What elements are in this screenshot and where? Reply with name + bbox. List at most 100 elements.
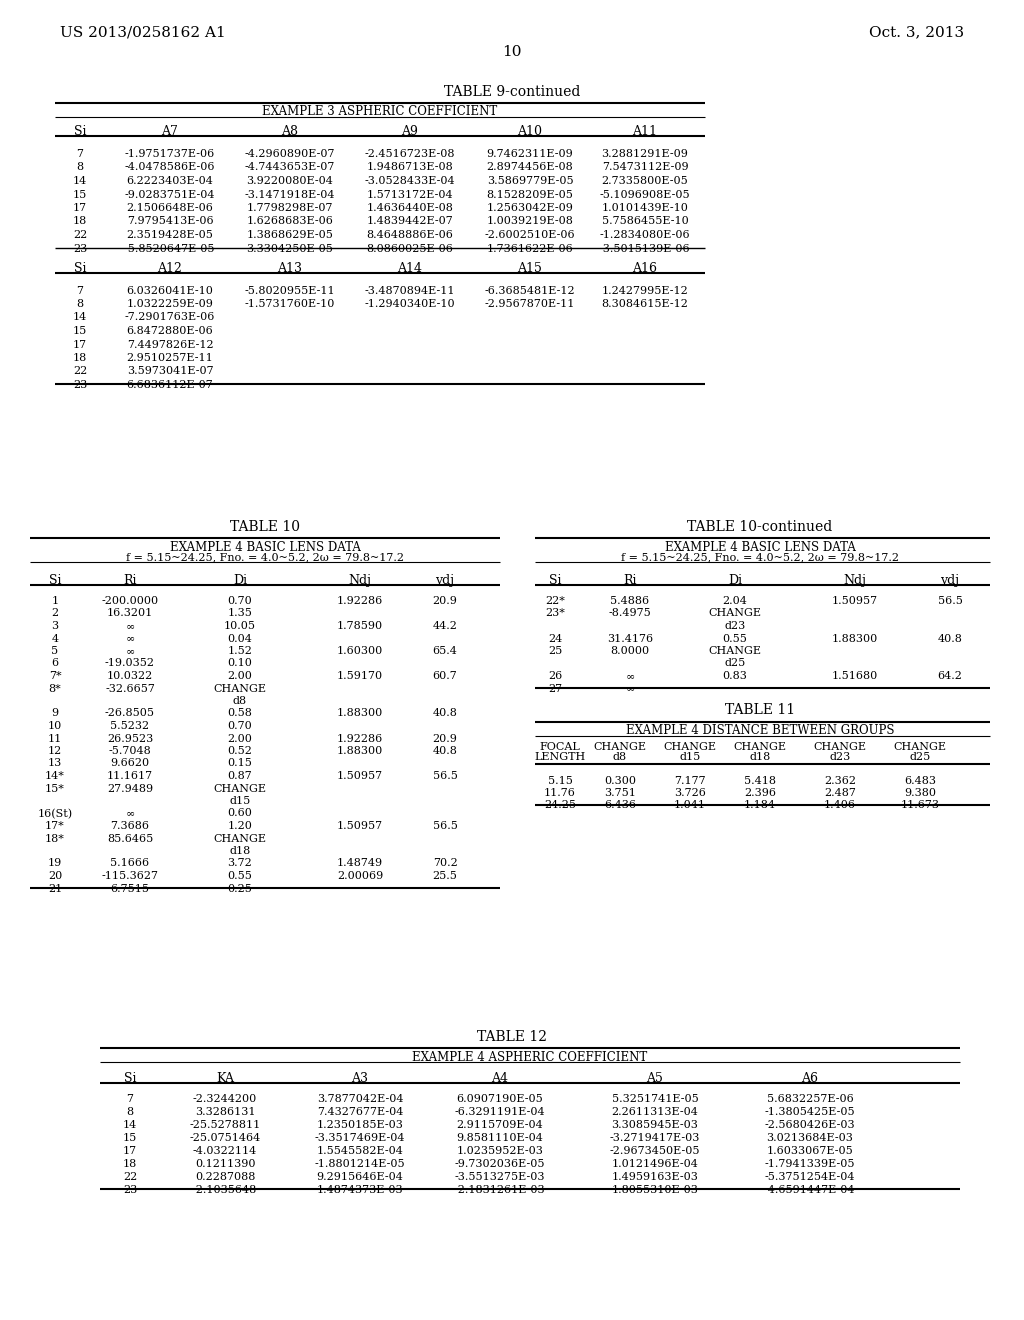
Text: 2.9115709E-04: 2.9115709E-04 bbox=[457, 1119, 544, 1130]
Text: -3.5513275E-03: -3.5513275E-03 bbox=[455, 1172, 545, 1181]
Text: CHANGE: CHANGE bbox=[213, 833, 266, 843]
Text: 1.5545582E-04: 1.5545582E-04 bbox=[316, 1146, 403, 1156]
Text: 11.1617: 11.1617 bbox=[106, 771, 153, 781]
Text: -1.9751737E-06: -1.9751737E-06 bbox=[125, 149, 215, 158]
Text: 5.4886: 5.4886 bbox=[610, 597, 649, 606]
Text: d15: d15 bbox=[679, 752, 700, 763]
Text: -19.0352: -19.0352 bbox=[105, 659, 155, 668]
Text: 0.15: 0.15 bbox=[227, 759, 253, 768]
Text: 0.87: 0.87 bbox=[227, 771, 252, 781]
Text: 8.1528209E-05: 8.1528209E-05 bbox=[486, 190, 573, 199]
Text: 7: 7 bbox=[127, 1094, 133, 1104]
Text: 24.25: 24.25 bbox=[544, 800, 575, 810]
Text: 1: 1 bbox=[51, 597, 58, 606]
Text: ∞: ∞ bbox=[125, 634, 134, 644]
Text: -4.2960890E-07: -4.2960890E-07 bbox=[245, 149, 335, 158]
Text: 16(St): 16(St) bbox=[38, 808, 73, 818]
Text: 23: 23 bbox=[123, 1185, 137, 1195]
Text: 1.5713172E-04: 1.5713172E-04 bbox=[367, 190, 454, 199]
Text: CHANGE: CHANGE bbox=[664, 742, 717, 751]
Text: f = 5.15~24.25, Fno. = 4.0~5.2, 2ω = 79.8~17.2: f = 5.15~24.25, Fno. = 4.0~5.2, 2ω = 79.… bbox=[621, 552, 899, 562]
Text: 5.418: 5.418 bbox=[744, 776, 776, 785]
Text: 1.3868629E-05: 1.3868629E-05 bbox=[247, 230, 334, 240]
Text: US 2013/0258162 A1: US 2013/0258162 A1 bbox=[60, 25, 225, 40]
Text: 2.3519428E-05: 2.3519428E-05 bbox=[127, 230, 213, 240]
Text: 1.92286: 1.92286 bbox=[337, 734, 383, 743]
Text: EXAMPLE 4 BASIC LENS DATA: EXAMPLE 4 BASIC LENS DATA bbox=[170, 541, 360, 554]
Text: 7.4497826E-12: 7.4497826E-12 bbox=[127, 339, 213, 350]
Text: 18: 18 bbox=[123, 1159, 137, 1170]
Text: A11: A11 bbox=[633, 125, 657, 139]
Text: 1.0235952E-03: 1.0235952E-03 bbox=[457, 1146, 544, 1156]
Text: 5.5232: 5.5232 bbox=[111, 721, 150, 731]
Text: 8: 8 bbox=[77, 300, 84, 309]
Text: A10: A10 bbox=[517, 125, 543, 139]
Text: A8: A8 bbox=[282, 125, 299, 139]
Text: 22: 22 bbox=[73, 367, 87, 376]
Text: -25.0751464: -25.0751464 bbox=[189, 1133, 261, 1143]
Text: 2: 2 bbox=[51, 609, 58, 619]
Text: TABLE 12: TABLE 12 bbox=[477, 1030, 547, 1044]
Text: 8.0860025E-06: 8.0860025E-06 bbox=[367, 243, 454, 253]
Text: 40.8: 40.8 bbox=[432, 709, 458, 718]
Text: -2.9567870E-11: -2.9567870E-11 bbox=[484, 300, 575, 309]
Text: Ri: Ri bbox=[624, 574, 637, 587]
Text: 9.2915646E-04: 9.2915646E-04 bbox=[316, 1172, 403, 1181]
Text: 40.8: 40.8 bbox=[432, 746, 458, 756]
Text: CHANGE: CHANGE bbox=[813, 742, 866, 751]
Text: -1.2940340E-10: -1.2940340E-10 bbox=[365, 300, 456, 309]
Text: 1.51680: 1.51680 bbox=[831, 671, 879, 681]
Text: d23: d23 bbox=[829, 752, 851, 763]
Text: Di: Di bbox=[728, 574, 742, 587]
Text: Si: Si bbox=[549, 574, 561, 587]
Text: 3.3085945E-03: 3.3085945E-03 bbox=[611, 1119, 698, 1130]
Text: 10.0322: 10.0322 bbox=[106, 671, 154, 681]
Text: 24: 24 bbox=[548, 634, 562, 644]
Text: 1.88300: 1.88300 bbox=[337, 746, 383, 756]
Text: d8: d8 bbox=[232, 696, 247, 706]
Text: A16: A16 bbox=[633, 261, 657, 275]
Text: 3: 3 bbox=[51, 620, 58, 631]
Text: CHANGE: CHANGE bbox=[213, 784, 266, 793]
Text: 1.48749: 1.48749 bbox=[337, 858, 383, 869]
Text: 31.4176: 31.4176 bbox=[607, 634, 653, 644]
Text: 1.50957: 1.50957 bbox=[337, 771, 383, 781]
Text: 2.00: 2.00 bbox=[227, 734, 253, 743]
Text: 44.2: 44.2 bbox=[432, 620, 458, 631]
Text: 1.50957: 1.50957 bbox=[337, 821, 383, 832]
Text: 23: 23 bbox=[73, 380, 87, 389]
Text: -9.0283751E-04: -9.0283751E-04 bbox=[125, 190, 215, 199]
Text: A15: A15 bbox=[517, 261, 543, 275]
Text: Si: Si bbox=[74, 261, 86, 275]
Text: -5.7048: -5.7048 bbox=[109, 746, 152, 756]
Text: 7.3686: 7.3686 bbox=[111, 821, 150, 832]
Text: 26.9523: 26.9523 bbox=[106, 734, 154, 743]
Text: 1.52: 1.52 bbox=[227, 645, 253, 656]
Text: KA: KA bbox=[216, 1072, 234, 1085]
Text: 1.8055310E-03: 1.8055310E-03 bbox=[611, 1185, 698, 1195]
Text: -9.7302036E-05: -9.7302036E-05 bbox=[455, 1159, 545, 1170]
Text: 1.4874373E-03: 1.4874373E-03 bbox=[316, 1185, 403, 1195]
Text: 7: 7 bbox=[77, 149, 84, 158]
Text: -2.9673450E-05: -2.9673450E-05 bbox=[609, 1146, 700, 1156]
Text: -115.3627: -115.3627 bbox=[101, 871, 159, 880]
Text: FOCAL: FOCAL bbox=[540, 742, 581, 751]
Text: 56.5: 56.5 bbox=[432, 821, 458, 832]
Text: 1.4636440E-08: 1.4636440E-08 bbox=[367, 203, 454, 213]
Text: -5.3751254E-04: -5.3751254E-04 bbox=[765, 1172, 855, 1181]
Text: 2.00069: 2.00069 bbox=[337, 871, 383, 880]
Text: 3.3286131: 3.3286131 bbox=[195, 1107, 255, 1117]
Text: -6.3685481E-12: -6.3685481E-12 bbox=[484, 285, 575, 296]
Text: 2.362: 2.362 bbox=[824, 776, 856, 785]
Text: 9.8581110E-04: 9.8581110E-04 bbox=[457, 1133, 544, 1143]
Text: -5.8020955E-11: -5.8020955E-11 bbox=[245, 285, 335, 296]
Text: A12: A12 bbox=[158, 261, 182, 275]
Text: -2.4516723E-08: -2.4516723E-08 bbox=[365, 149, 456, 158]
Text: 7.4327677E-04: 7.4327677E-04 bbox=[316, 1107, 403, 1117]
Text: ∞: ∞ bbox=[626, 684, 635, 693]
Text: 27.9489: 27.9489 bbox=[106, 784, 153, 793]
Text: Ndj: Ndj bbox=[348, 574, 372, 587]
Text: 6.483: 6.483 bbox=[904, 776, 936, 785]
Text: 1.60300: 1.60300 bbox=[337, 645, 383, 656]
Text: 2.7335800E-05: 2.7335800E-05 bbox=[602, 176, 688, 186]
